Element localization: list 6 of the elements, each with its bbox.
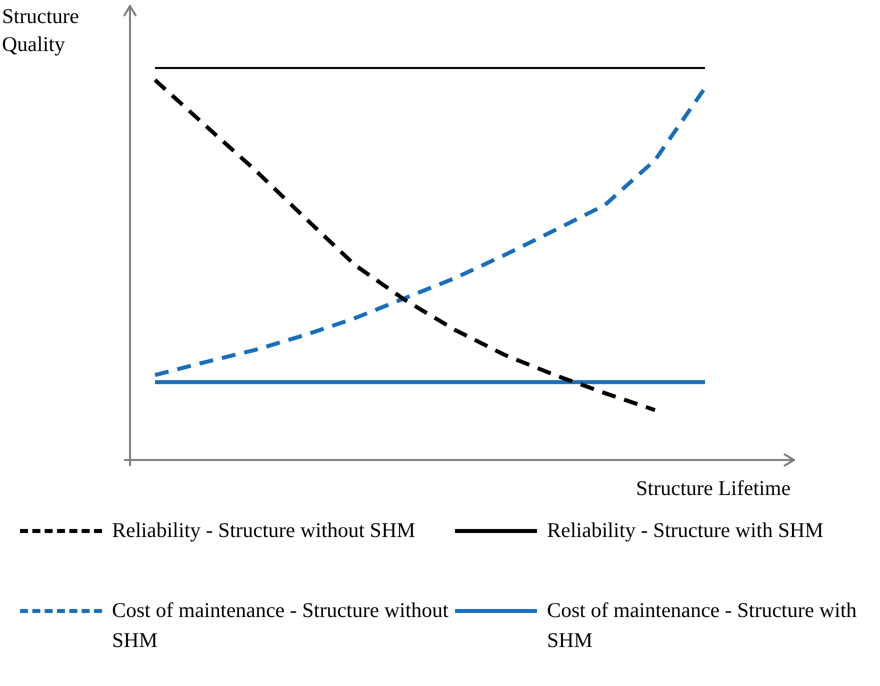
x-axis-title: Structure Lifetime bbox=[636, 476, 791, 501]
legend-label: Cost of maintenance - Structure with SHM bbox=[547, 597, 858, 654]
legend-label: Cost of maintenance - Structure without SHM bbox=[112, 597, 450, 654]
y-axis-title: Structure Quality bbox=[2, 3, 80, 58]
legend-label: Reliability - Structure without SHM bbox=[112, 517, 416, 544]
legend-label: Reliability - Structure with SHM bbox=[547, 517, 824, 544]
